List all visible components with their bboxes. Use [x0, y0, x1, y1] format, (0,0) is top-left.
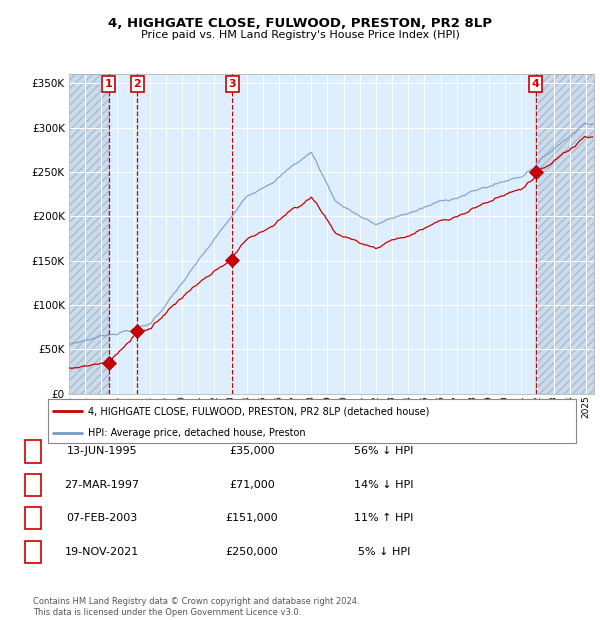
- Text: 5% ↓ HPI: 5% ↓ HPI: [358, 547, 410, 557]
- Text: 4, HIGHGATE CLOSE, FULWOOD, PRESTON, PR2 8LP (detached house): 4, HIGHGATE CLOSE, FULWOOD, PRESTON, PR2…: [88, 406, 429, 416]
- Bar: [536, 74, 594, 394]
- Text: HPI: Average price, detached house, Preston: HPI: Average price, detached house, Pres…: [88, 428, 305, 438]
- Text: 1: 1: [105, 79, 112, 89]
- Text: £35,000: £35,000: [229, 446, 275, 456]
- Text: 3: 3: [29, 513, 37, 523]
- Text: 4: 4: [532, 79, 539, 89]
- Text: 4: 4: [29, 547, 37, 557]
- Bar: [69, 74, 109, 394]
- Bar: [69, 74, 109, 394]
- Text: 14% ↓ HPI: 14% ↓ HPI: [354, 480, 414, 490]
- Text: 2: 2: [29, 480, 37, 490]
- Text: 56% ↓ HPI: 56% ↓ HPI: [355, 446, 413, 456]
- Text: 2: 2: [133, 79, 141, 89]
- Text: 1: 1: [29, 446, 37, 456]
- Text: 07-FEB-2003: 07-FEB-2003: [67, 513, 137, 523]
- Bar: [536, 74, 594, 394]
- Text: £71,000: £71,000: [229, 480, 275, 490]
- Text: £250,000: £250,000: [226, 547, 278, 557]
- Text: 27-MAR-1997: 27-MAR-1997: [64, 480, 140, 490]
- Text: 19-NOV-2021: 19-NOV-2021: [65, 547, 139, 557]
- Text: 4, HIGHGATE CLOSE, FULWOOD, PRESTON, PR2 8LP: 4, HIGHGATE CLOSE, FULWOOD, PRESTON, PR2…: [108, 17, 492, 30]
- Text: £151,000: £151,000: [226, 513, 278, 523]
- Text: 3: 3: [229, 79, 236, 89]
- Text: Contains HM Land Registry data © Crown copyright and database right 2024.
This d: Contains HM Land Registry data © Crown c…: [33, 598, 359, 617]
- Text: Price paid vs. HM Land Registry's House Price Index (HPI): Price paid vs. HM Land Registry's House …: [140, 30, 460, 40]
- Text: 13-JUN-1995: 13-JUN-1995: [67, 446, 137, 456]
- Text: 11% ↑ HPI: 11% ↑ HPI: [355, 513, 413, 523]
